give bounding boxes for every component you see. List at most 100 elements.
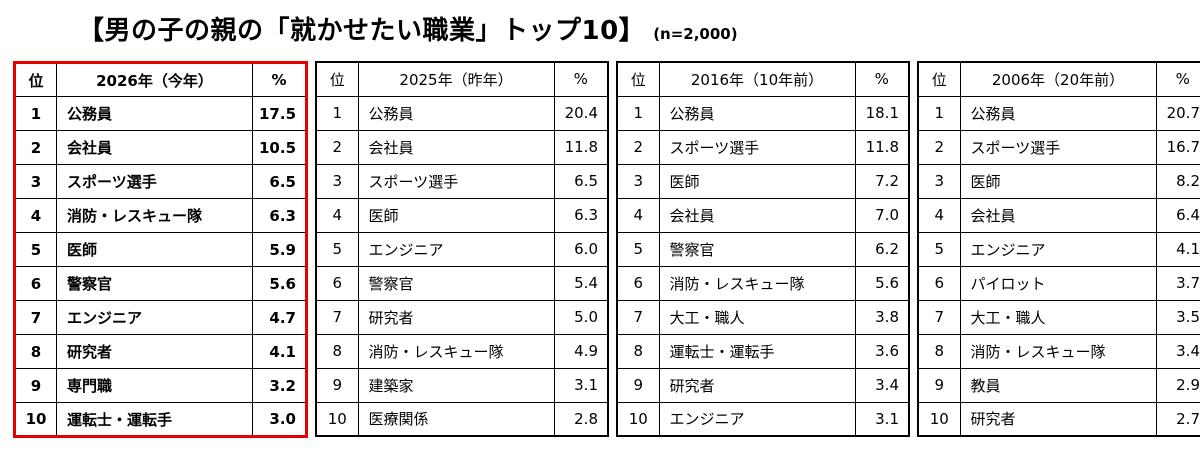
table-row: 3 スポーツ選手 6.5 (315, 163, 609, 199)
table-row: 8 研究者 4.1 (14, 334, 307, 369)
rank-cell: 7 (14, 300, 57, 335)
percent-cell: 4.1 (252, 334, 307, 369)
job-cell: 会社員 (959, 197, 1157, 233)
table-row: 9 専門職 3.2 (14, 368, 307, 403)
percent-cell: 6.5 (553, 163, 609, 199)
rank-cell: 6 (917, 265, 961, 301)
job-cell: 専門職 (56, 368, 253, 403)
job-cell: 研究者 (357, 299, 555, 335)
percent-cell: 3.7 (1155, 265, 1200, 301)
job-cell: 消防・レスキュー隊 (357, 333, 555, 369)
table-row: 7 研究者 5.0 (315, 299, 609, 335)
table-row: 3 医師 7.2 (616, 163, 910, 199)
percent-cell: 2.7 (1155, 401, 1200, 437)
rank-cell: 5 (917, 231, 961, 267)
job-cell: エンジニア (56, 300, 253, 335)
page-title: 【男の子の親の「就かせたい職業」トップ10】 (n=2,000) (78, 10, 1200, 47)
rank-cell: 10 (616, 401, 660, 437)
job-cell: 会社員 (56, 130, 253, 165)
rank-cell: 8 (315, 333, 359, 369)
job-cell: 警察官 (357, 265, 555, 301)
header-row: 位 2006年（20年前） % (917, 61, 1200, 97)
rank-cell: 3 (14, 164, 57, 199)
job-cell: 消防・レスキュー隊 (56, 198, 253, 233)
rank-cell: 2 (917, 129, 961, 165)
rank-cell: 5 (616, 231, 660, 267)
table-row: 7 大工・職人 3.5 (917, 299, 1200, 335)
percent-cell: 3.2 (252, 368, 307, 403)
rank-cell: 9 (315, 367, 359, 403)
table-row: 2 会社員 11.8 (315, 129, 609, 165)
percent-cell: 3.1 (854, 401, 910, 437)
table-row: 6 消防・レスキュー隊 5.6 (616, 265, 910, 301)
percent-cell: 7.0 (854, 197, 910, 233)
job-cell: 研究者 (959, 401, 1157, 437)
percent-cell: 6.5 (252, 164, 307, 199)
job-cell: 建築家 (357, 367, 555, 403)
rank-cell: 2 (616, 129, 660, 165)
percent-cell: 4.7 (252, 300, 307, 335)
rank-cell: 10 (917, 401, 961, 437)
rank-cell: 7 (616, 299, 660, 335)
table-row: 4 消防・レスキュー隊 6.3 (14, 198, 307, 233)
percent-cell: 3.5 (1155, 299, 1200, 335)
job-cell: エンジニア (959, 231, 1157, 267)
year-column-header: 2026年（今年） (56, 62, 253, 97)
ranking-tables: 位 2026年（今年） % 1 公務員 17.5 2 会社員 10.5 3 スポーツ選手 6.5… (13, 61, 1200, 438)
table-row: 9 教員 2.9 (917, 367, 1200, 403)
job-cell: 公務員 (56, 96, 253, 131)
percent-cell: 6.3 (553, 197, 609, 233)
rank-cell: 4 (315, 197, 359, 233)
percent-cell: 3.0 (252, 402, 307, 437)
percent-cell: 3.4 (1155, 333, 1200, 369)
rank-cell: 5 (14, 232, 57, 267)
table-row: 10 エンジニア 3.1 (616, 401, 910, 437)
percent-cell: 20.4 (553, 95, 609, 131)
job-cell: スポーツ選手 (658, 129, 856, 165)
table-row: 4 医師 6.3 (315, 197, 609, 233)
job-cell: スポーツ選手 (357, 163, 555, 199)
sample-size-note: (n=2,000) (653, 25, 738, 43)
percent-cell: 5.0 (553, 299, 609, 335)
rank-cell: 3 (616, 163, 660, 199)
table-2016-ten-years-ago: 位 2016年（10年前） % 1 公務員 18.1 2 スポーツ選手 11.8 3 医師 7.… (616, 61, 910, 437)
job-cell: スポーツ選手 (56, 164, 253, 199)
table-row: 8 運転士・運転手 3.6 (616, 333, 910, 369)
table-row: 10 医療関係 2.8 (315, 401, 609, 437)
job-cell: 医師 (658, 163, 856, 199)
rank-cell: 1 (616, 95, 660, 131)
percent-cell: 20.7 (1155, 95, 1200, 131)
job-cell: 大工・職人 (658, 299, 856, 335)
percent-cell: 16.7 (1155, 129, 1200, 165)
year-column-header: 2025年（昨年） (357, 61, 555, 97)
job-cell: 運転士・運転手 (658, 333, 856, 369)
job-cell: 会社員 (357, 129, 555, 165)
rank-cell: 4 (14, 198, 57, 233)
percent-cell: 5.9 (252, 232, 307, 267)
percent-cell: 7.2 (854, 163, 910, 199)
rank-cell: 9 (14, 368, 57, 403)
percent-cell: 3.6 (854, 333, 910, 369)
job-cell: 消防・レスキュー隊 (658, 265, 856, 301)
percent-column-header: % (854, 61, 910, 97)
rank-column-header: 位 (315, 61, 359, 97)
table-2026-current-year: 位 2026年（今年） % 1 公務員 17.5 2 会社員 10.5 3 スポーツ選手 6.5… (13, 61, 308, 438)
job-cell: 警察官 (658, 231, 856, 267)
percent-cell: 18.1 (854, 95, 910, 131)
percent-column-header: % (553, 61, 609, 97)
job-cell: 公務員 (357, 95, 555, 131)
rank-cell: 10 (14, 402, 57, 437)
rank-cell: 3 (315, 163, 359, 199)
table-row: 6 警察官 5.6 (14, 266, 307, 301)
year-column-header: 2006年（20年前） (959, 61, 1157, 97)
table-row: 4 会社員 7.0 (616, 197, 910, 233)
rank-cell: 8 (616, 333, 660, 369)
table-row: 6 パイロット 3.7 (917, 265, 1200, 301)
job-cell: 大工・職人 (959, 299, 1157, 335)
percent-cell: 6.0 (553, 231, 609, 267)
table-row: 1 公務員 20.4 (315, 95, 609, 131)
percent-cell: 3.1 (553, 367, 609, 403)
percent-cell: 4.1 (1155, 231, 1200, 267)
job-cell: 医師 (56, 232, 253, 267)
